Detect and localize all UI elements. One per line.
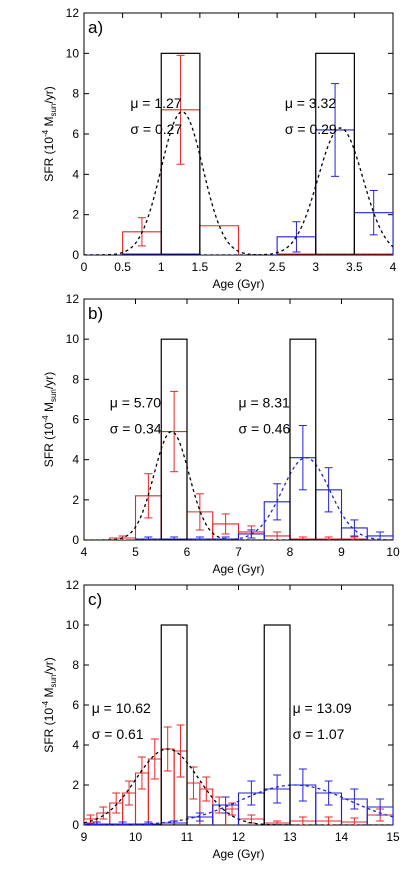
blue-gaussian-fit bbox=[84, 457, 393, 540]
x-tick-label: 4 bbox=[81, 545, 88, 559]
y-tick-label: 4 bbox=[72, 453, 79, 467]
input-sfr-box bbox=[289, 338, 317, 540]
y-axis-label-sub: sun bbox=[49, 389, 58, 402]
panel-2: 4 5 6 7 8 9 10 0 2 4 6 8 10 12 Age (Gyr) SFR (10-4 Msun… bbox=[41, 292, 400, 576]
mu-annotation: μ = 8.31 bbox=[239, 394, 290, 410]
panel-label: a) bbox=[88, 18, 103, 37]
y-axis-label: SFR (10-4 Msun/yr) bbox=[41, 86, 58, 181]
y-axis-label: SFR (10-4 Msun/yr) bbox=[41, 372, 58, 467]
y-tick-label: 10 bbox=[66, 46, 80, 60]
x-tick-label: 2 bbox=[235, 260, 242, 274]
x-tick-label: 11 bbox=[181, 830, 194, 844]
y-axis-label-unit: M bbox=[42, 117, 56, 130]
y-tick-label: 2 bbox=[72, 208, 79, 222]
y-axis-label-exp: -4 bbox=[41, 129, 50, 137]
y-tick-label: 2 bbox=[72, 778, 79, 792]
x-tick-label: 9 bbox=[338, 545, 345, 559]
input-sfr-box bbox=[160, 338, 188, 540]
y-tick-label: 6 bbox=[72, 413, 79, 427]
x-tick-label: 15 bbox=[386, 830, 400, 844]
x-tick-label: 8 bbox=[287, 545, 294, 559]
y-axis-label-exp: -4 bbox=[41, 700, 50, 708]
y-axis-label-tail: /yr) bbox=[42, 372, 56, 389]
y-tick-label: 8 bbox=[72, 372, 79, 386]
y-tick-label: 6 bbox=[72, 127, 79, 141]
y-axis-label-main: SFR (10 bbox=[42, 708, 56, 753]
y-axis-label: SFR (10-4 Msun/yr) bbox=[41, 657, 58, 752]
x-tick-label: 4 bbox=[390, 260, 397, 274]
sigma-annotation: σ = 1.07 bbox=[293, 726, 345, 742]
y-tick-label: 0 bbox=[72, 533, 79, 547]
x-tick-label: 1.5 bbox=[192, 260, 209, 274]
input-sfr-box bbox=[315, 52, 355, 255]
plot-area bbox=[84, 624, 393, 825]
sigma-annotation: σ = 0.34 bbox=[110, 421, 162, 437]
sigma-annotation: σ = 0.27 bbox=[130, 121, 182, 137]
y-tick-label: 0 bbox=[72, 248, 79, 262]
y-tick-label: 12 bbox=[66, 6, 80, 20]
blue-gaussian-fit bbox=[84, 784, 393, 825]
mu-annotation: μ = 1.27 bbox=[130, 95, 181, 111]
mu-annotation: μ = 5.70 bbox=[110, 394, 161, 410]
x-tick-label: 1 bbox=[158, 260, 165, 274]
y-tick-label: 6 bbox=[72, 698, 79, 712]
y-tick-label: 12 bbox=[66, 292, 80, 306]
y-tick-label: 10 bbox=[66, 332, 80, 346]
x-tick-label: 10 bbox=[129, 830, 143, 844]
y-tick-label: 8 bbox=[72, 658, 79, 672]
x-tick-label: 9 bbox=[81, 830, 88, 844]
x-tick-label: 2.5 bbox=[269, 260, 286, 274]
y-axis-label-unit: M bbox=[42, 402, 56, 415]
y-axis-label-main: SFR (10 bbox=[42, 137, 56, 182]
y-axis-label-main: SFR (10 bbox=[42, 422, 56, 467]
panel-label: c) bbox=[88, 590, 102, 609]
x-tick-label: 13 bbox=[283, 830, 297, 844]
x-tick-label: 6 bbox=[184, 545, 191, 559]
y-tick-label: 4 bbox=[72, 738, 79, 752]
x-tick-label: 0.5 bbox=[114, 260, 131, 274]
panel-label: b) bbox=[88, 304, 103, 323]
x-axis-label: Age (Gyr) bbox=[212, 847, 264, 861]
input-sfr-box bbox=[263, 624, 291, 825]
y-axis-label-sub: sun bbox=[49, 675, 58, 688]
y-tick-label: 10 bbox=[66, 618, 80, 632]
sigma-annotation: σ = 0.61 bbox=[92, 726, 144, 742]
x-tick-label: 3 bbox=[312, 260, 319, 274]
x-axis-label: Age (Gyr) bbox=[212, 277, 264, 291]
y-axis-label-exp: -4 bbox=[41, 415, 50, 423]
input-sfr-box bbox=[160, 624, 188, 825]
y-tick-label: 12 bbox=[66, 578, 80, 592]
red-gaussian-fit bbox=[84, 111, 393, 255]
x-axis-label: Age (Gyr) bbox=[212, 562, 264, 576]
x-tick-label: 10 bbox=[386, 545, 400, 559]
mu-annotation: μ = 13.09 bbox=[293, 700, 352, 716]
x-tick-label: 5 bbox=[132, 545, 139, 559]
mu-annotation: μ = 3.32 bbox=[285, 95, 336, 111]
y-tick-label: 0 bbox=[72, 818, 79, 832]
input-sfr-box bbox=[160, 52, 201, 255]
plot-area bbox=[84, 52, 393, 255]
x-tick-label: 0 bbox=[81, 260, 88, 274]
y-axis-label-unit: M bbox=[42, 688, 56, 701]
x-tick-label: 14 bbox=[335, 830, 349, 844]
red-gaussian-fit bbox=[84, 430, 393, 540]
x-tick-label: 7 bbox=[235, 545, 242, 559]
mu-annotation: μ = 10.62 bbox=[92, 700, 151, 716]
plot-area bbox=[84, 338, 393, 540]
panel-3: 9 10 11 12 13 14 15 0 2 4 6 8 10 12 Age (Gyr) SFR (10-4… bbox=[41, 578, 400, 861]
y-tick-label: 8 bbox=[72, 87, 79, 101]
sigma-annotation: σ = 0.46 bbox=[239, 421, 291, 437]
x-tick-label: 3.5 bbox=[346, 260, 363, 274]
y-axis-label-sub: sun bbox=[49, 104, 58, 117]
y-tick-label: 2 bbox=[72, 493, 79, 507]
x-tick-label: 12 bbox=[232, 830, 246, 844]
y-axis-label-tail: /yr) bbox=[42, 86, 56, 103]
panel-1: 0 0.5 1 1.5 2 2.5 3 3.5 4 0 2 4 6 8 10 12 Age (Gyr) SFR (… bbox=[41, 6, 397, 291]
y-axis-label-tail: /yr) bbox=[42, 657, 56, 674]
sigma-annotation: σ = 0.29 bbox=[285, 121, 337, 137]
y-tick-label: 4 bbox=[72, 167, 79, 181]
